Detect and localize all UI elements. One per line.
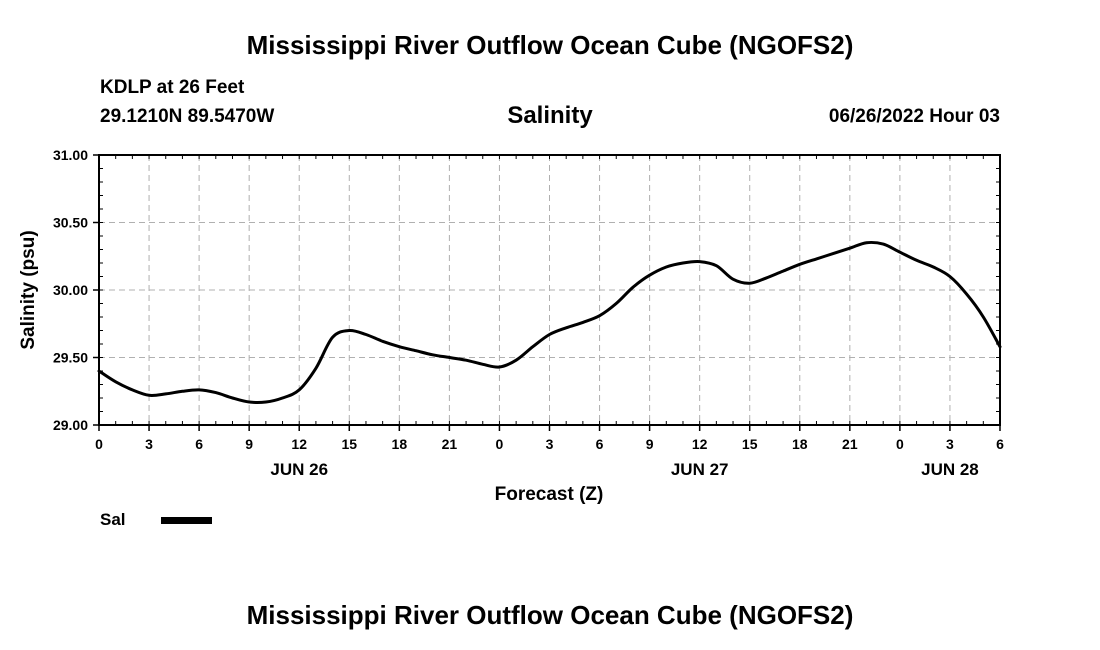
y-tick-label: 30.50 xyxy=(53,215,88,231)
x-tick-label: 21 xyxy=(842,436,858,452)
axis-ticks xyxy=(93,154,1001,431)
x-tick-label: 9 xyxy=(245,436,253,452)
legend-swatch xyxy=(161,517,212,524)
x-tick-label: 12 xyxy=(692,436,708,452)
y-tick-label: 29.00 xyxy=(53,417,88,433)
footer-title: Mississippi River Outflow Ocean Cube (NG… xyxy=(246,600,854,630)
x-tick-label: 6 xyxy=(596,436,604,452)
y-tick-label: 31.00 xyxy=(53,147,88,163)
x-tick-label: 12 xyxy=(291,436,307,452)
x-tick-label: 18 xyxy=(792,436,808,452)
y-tick-label: 30.00 xyxy=(53,282,88,298)
day-labels: JUN 26 JUN 27 JUN 28 xyxy=(270,460,978,479)
y-axis-title: Salinity (psu) xyxy=(18,230,39,349)
location-label: 29.1210N 89.5470W xyxy=(100,106,275,127)
chart-subtitle: Salinity xyxy=(507,102,593,129)
y-tick-labels: 29.00 29.50 30.00 30.50 31.00 xyxy=(53,147,88,433)
x-tick-label: 3 xyxy=(946,436,954,452)
day-label: JUN 27 xyxy=(671,460,729,479)
x-axis-title: Forecast (Z) xyxy=(495,484,604,505)
x-tick-label: 0 xyxy=(95,436,103,452)
x-tick-label: 15 xyxy=(341,436,357,452)
x-tick-label: 6 xyxy=(996,436,1004,452)
x-tick-label: 3 xyxy=(546,436,554,452)
series-line-sal xyxy=(97,240,1002,405)
day-label: JUN 26 xyxy=(270,460,328,479)
page-title: Mississippi River Outflow Ocean Cube (NG… xyxy=(246,30,854,60)
legend-label: Sal xyxy=(100,510,126,529)
day-label: JUN 28 xyxy=(921,460,979,479)
forecast-datetime: 06/26/2022 Hour 03 xyxy=(828,106,1000,127)
x-tick-label: 0 xyxy=(896,436,904,452)
x-tick-label: 6 xyxy=(195,436,203,452)
grid xyxy=(99,155,1000,425)
x-tick-label: 9 xyxy=(646,436,654,452)
x-tick-label: 3 xyxy=(145,436,153,452)
x-tick-label: 18 xyxy=(392,436,408,452)
station-label: KDLP at 26 Feet xyxy=(100,77,245,98)
x-tick-label: 0 xyxy=(496,436,504,452)
x-tick-labels: 0 3 6 9 12 15 18 21 0 3 6 9 12 15 18 21 0 3 6 xyxy=(95,436,1004,452)
x-tick-label: 21 xyxy=(442,436,458,452)
x-tick-label: 15 xyxy=(742,436,758,452)
y-tick-label: 29.50 xyxy=(53,350,88,366)
